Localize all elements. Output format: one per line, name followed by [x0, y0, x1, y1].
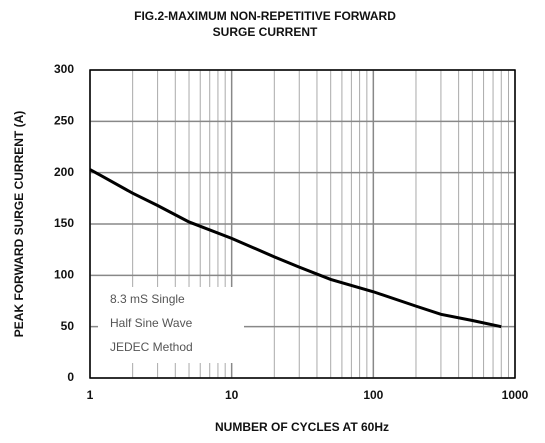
y-tick-label: 200 [54, 165, 74, 179]
x-axis-label: NUMBER OF CYCLES AT 60Hz [215, 420, 389, 434]
y-tick-label: 50 [61, 319, 75, 333]
x-tick-label: 1 [87, 388, 94, 402]
x-tick-label: 100 [363, 388, 383, 402]
y-tick-label: 0 [67, 370, 74, 384]
y-tick-label: 100 [54, 268, 74, 282]
annotation: 8.3 mS Single [110, 292, 185, 306]
x-tick-label: 1000 [502, 388, 529, 402]
y-tick-label: 250 [54, 114, 74, 128]
line [89, 168, 502, 329]
y-tick-label: 300 [54, 62, 74, 76]
y-tick-label: 150 [54, 216, 74, 230]
x-tick-label: 10 [225, 388, 239, 402]
annotation-box [98, 287, 244, 363]
annotation: JEDEC Method [110, 340, 193, 354]
chart-title: FIG.2-MAXIMUM NON-REPETITIVE FORWARD [134, 9, 396, 23]
plot-frame [89, 69, 516, 379]
y-axis-label: PEAK FORWARD SURGE CURRENT (A) [12, 111, 26, 337]
chart-title: SURGE CURRENT [213, 25, 318, 39]
annotation: Half Sine Wave [110, 316, 193, 330]
